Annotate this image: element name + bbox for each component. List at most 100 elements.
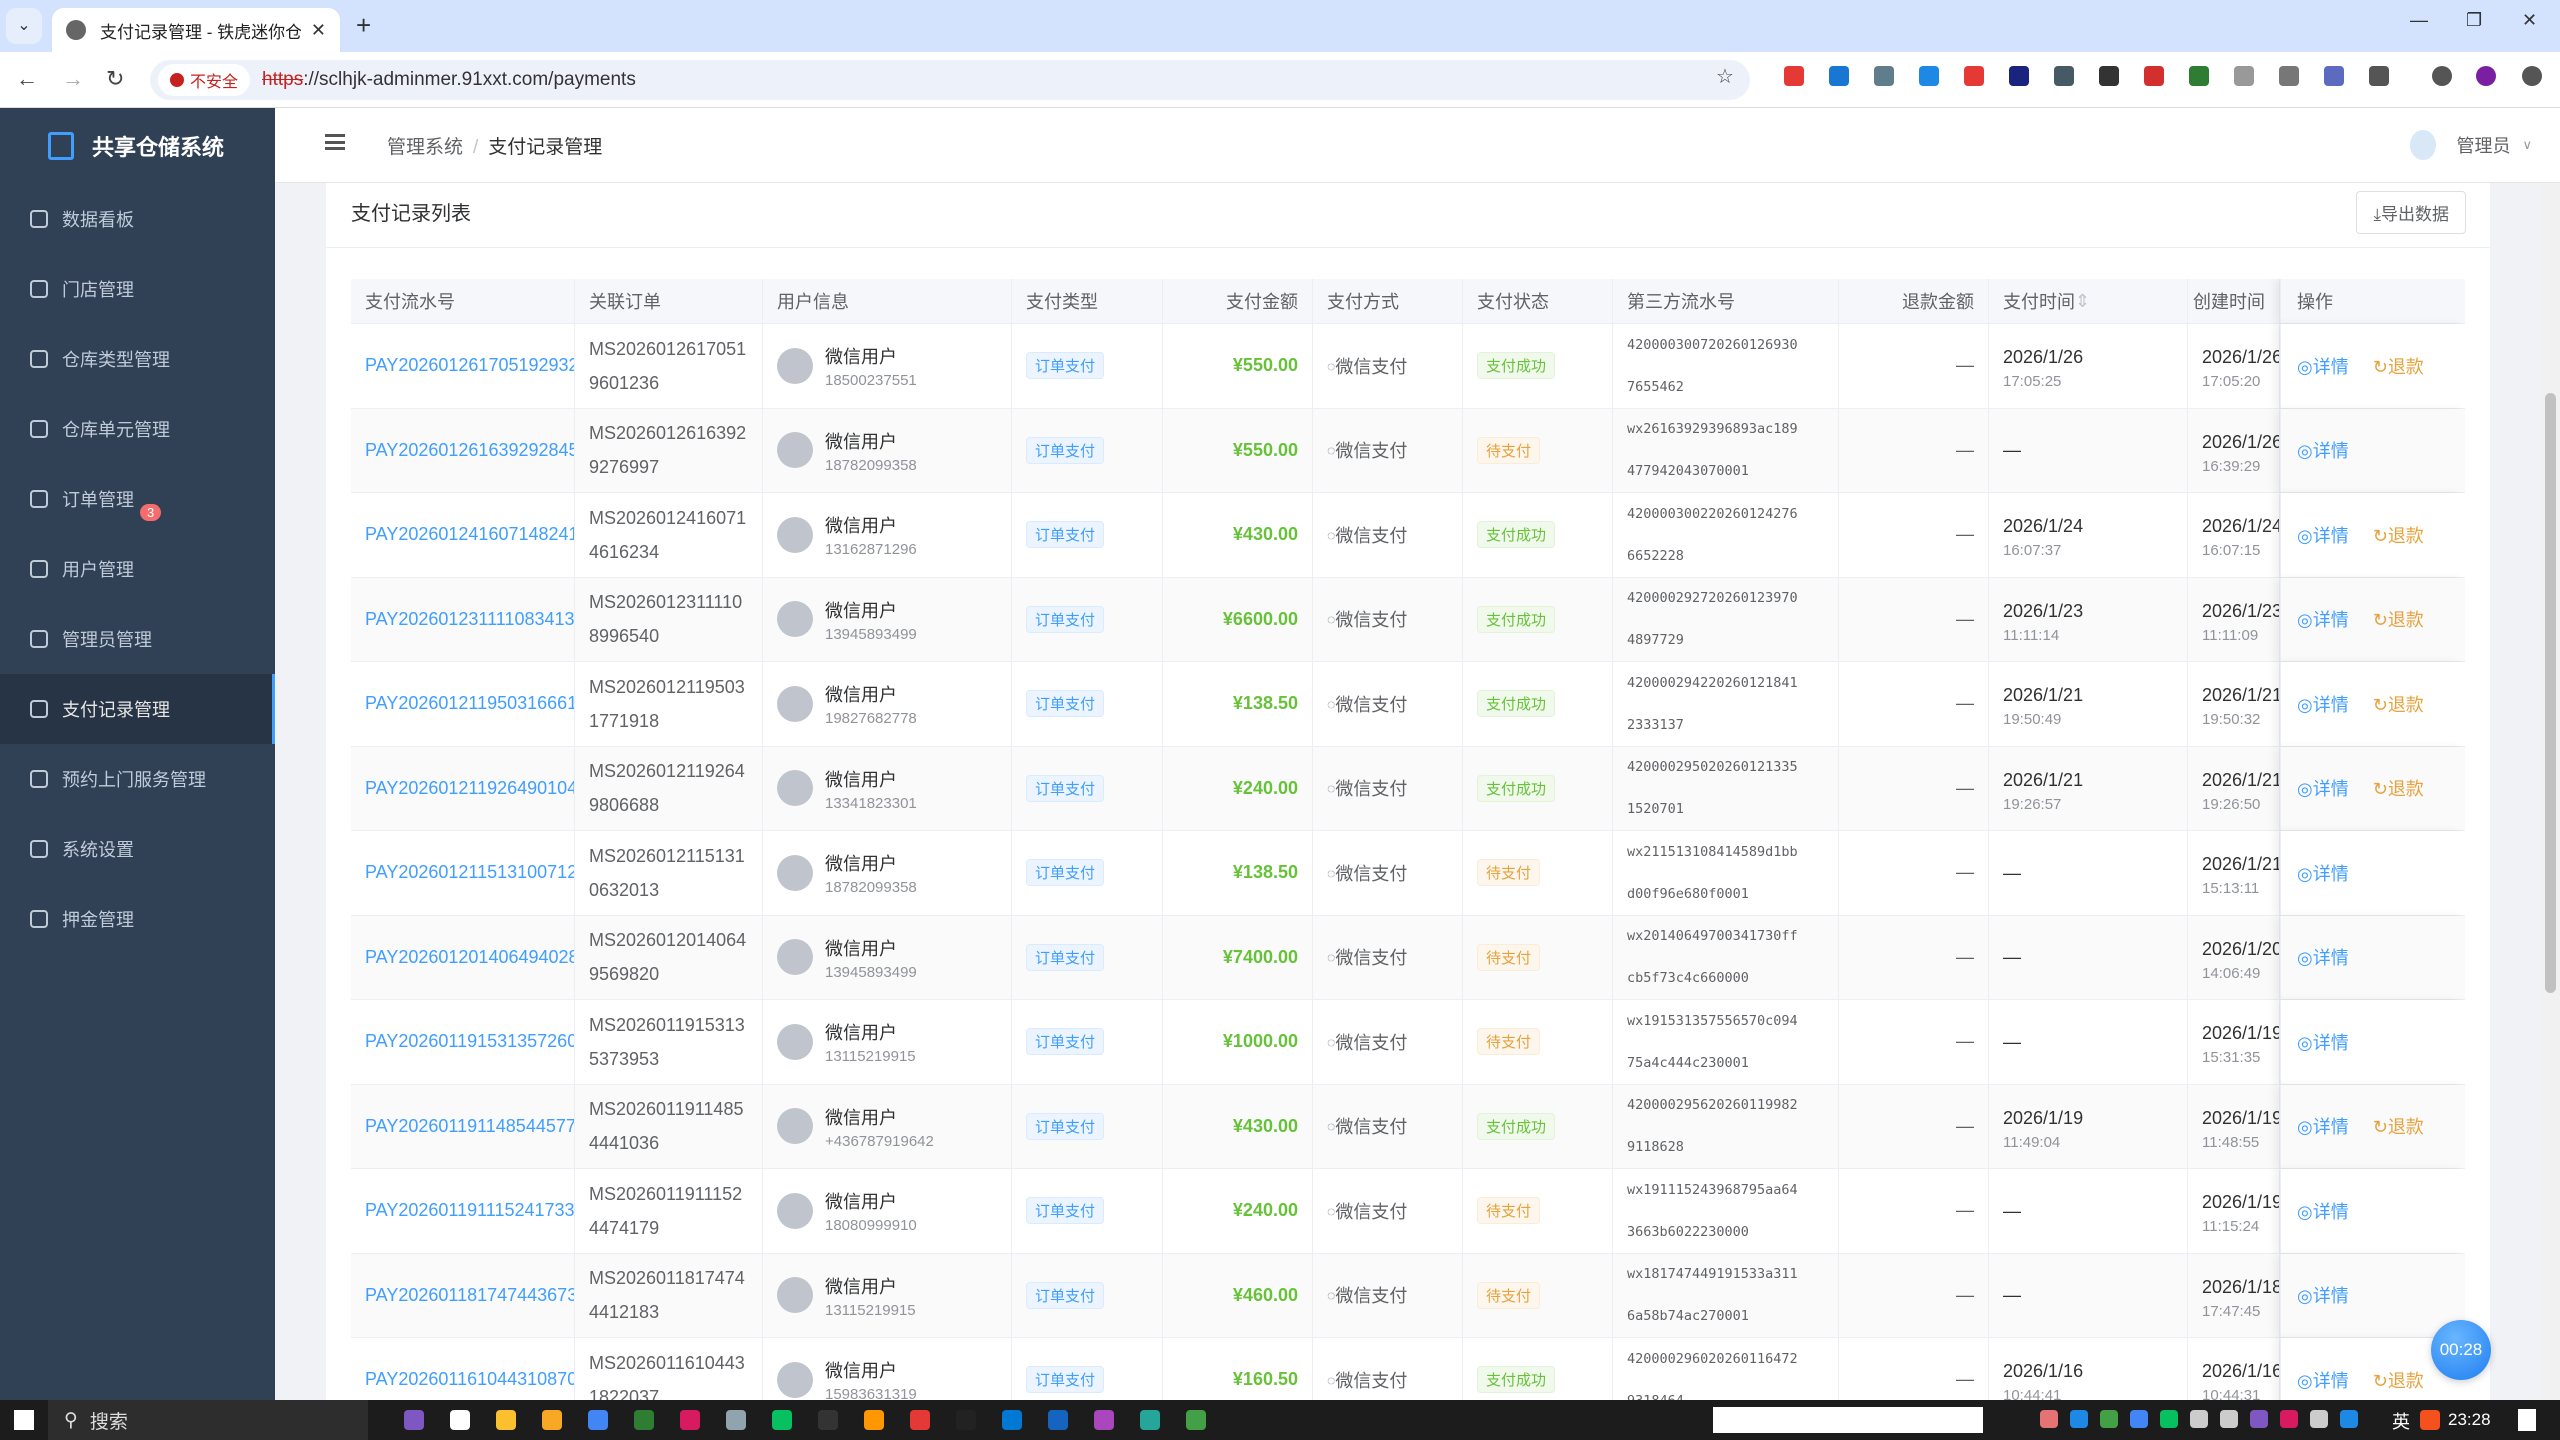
- payment-number-link[interactable]: PAY202601161044310870: [365, 1369, 575, 1390]
- refund-button[interactable]: ↻退款: [2373, 353, 2424, 379]
- taskbar-app-icon[interactable]: [1186, 1410, 1206, 1430]
- url-field[interactable]: 不安全 https://sclhjk-adminmer.91xxt.com/pa…: [150, 60, 1750, 100]
- tray-icon[interactable]: [2310, 1410, 2328, 1428]
- payment-number-link[interactable]: PAY202601211513100712: [365, 862, 575, 883]
- sidebar-item[interactable]: 仓库单元管理: [0, 394, 275, 464]
- taskbar-app-icon[interactable]: [772, 1410, 792, 1430]
- detail-button[interactable]: ◎详情: [2297, 1113, 2349, 1139]
- extension-icon[interactable]: [1784, 66, 1804, 86]
- tray-icon[interactable]: [2160, 1410, 2178, 1428]
- clock[interactable]: 23:28: [2448, 1410, 2491, 1429]
- tray-input[interactable]: [1713, 1407, 1983, 1433]
- extension-icon[interactable]: [2144, 66, 2164, 86]
- tray-icon[interactable]: [2100, 1410, 2118, 1428]
- tray-icon[interactable]: [2220, 1410, 2238, 1428]
- refund-button[interactable]: ↻退款: [2373, 775, 2424, 801]
- detail-button[interactable]: ◎详情: [2297, 437, 2349, 463]
- tray-icon[interactable]: [2250, 1410, 2268, 1428]
- detail-button[interactable]: ◎详情: [2297, 606, 2349, 632]
- tray-icon[interactable]: [2340, 1410, 2358, 1428]
- detail-button[interactable]: ◎详情: [2297, 860, 2349, 886]
- notification-icon[interactable]: [2518, 1409, 2536, 1431]
- detail-button[interactable]: ◎详情: [2297, 522, 2349, 548]
- ime-indicator[interactable]: 英: [2392, 1412, 2410, 1432]
- extension-icon[interactable]: [2009, 66, 2029, 86]
- export-button[interactable]: ⤓导出数据: [2356, 191, 2466, 234]
- sidebar-item[interactable]: 用户管理: [0, 534, 275, 604]
- windows-start-icon[interactable]: [14, 1410, 34, 1430]
- taskbar-app-icon[interactable]: [956, 1410, 976, 1430]
- extension-icon[interactable]: [1874, 66, 1894, 86]
- forward-button[interactable]: →: [62, 66, 84, 91]
- extension-icon[interactable]: [2189, 66, 2209, 86]
- sidebar-item[interactable]: 管理员管理: [0, 604, 275, 674]
- close-window-button[interactable]: ✕: [2522, 10, 2538, 30]
- reload-button[interactable]: ↻: [106, 66, 125, 91]
- profile-avatar[interactable]: [2476, 66, 2496, 86]
- close-tab-icon[interactable]: ✕: [310, 19, 326, 40]
- payment-number-link[interactable]: PAY202601211950316661: [365, 693, 575, 714]
- sidebar-item[interactable]: 数据看板: [0, 184, 275, 254]
- sort-icon[interactable]: ⇕: [2075, 290, 2091, 311]
- tray-icon[interactable]: [2040, 1410, 2058, 1428]
- extension-icon[interactable]: [2279, 66, 2299, 86]
- detail-button[interactable]: ◎详情: [2297, 944, 2349, 970]
- refund-button[interactable]: ↻退款: [2373, 522, 2424, 548]
- download-icon[interactable]: [2432, 66, 2452, 86]
- payment-number-link[interactable]: PAY202601261639292845: [365, 439, 575, 460]
- timer-bubble[interactable]: 00:28: [2431, 1320, 2491, 1380]
- detail-button[interactable]: ◎详情: [2297, 691, 2349, 717]
- minimize-button[interactable]: —: [2410, 10, 2428, 30]
- taskbar-app-icon[interactable]: [864, 1410, 884, 1430]
- sidebar-item[interactable]: 支付记录管理: [0, 674, 275, 744]
- tray-icon[interactable]: [2190, 1410, 2208, 1428]
- payment-number-link[interactable]: PAY202601191531357260: [365, 1031, 575, 1052]
- extension-icon[interactable]: [1829, 66, 1849, 86]
- extension-icon[interactable]: [1964, 66, 1984, 86]
- payment-number-link[interactable]: PAY202601191115241733: [365, 1200, 575, 1221]
- sidebar-item[interactable]: 系统设置: [0, 814, 275, 884]
- taskbar-app-icon[interactable]: [726, 1410, 746, 1430]
- extension-icon[interactable]: [2099, 66, 2119, 86]
- sidebar-item[interactable]: 押金管理: [0, 884, 275, 954]
- extension-icon[interactable]: [2054, 66, 2074, 86]
- scrollbar-thumb[interactable]: [2545, 393, 2556, 993]
- sidebar-item[interactable]: 门店管理: [0, 254, 275, 324]
- refund-button[interactable]: ↻退款: [2373, 1113, 2424, 1139]
- refund-button[interactable]: ↻退款: [2373, 1367, 2424, 1393]
- browser-tab[interactable]: 支付记录管理 - 铁虎迷你仓管理 ✕: [52, 8, 340, 52]
- extension-icon[interactable]: [2369, 66, 2389, 86]
- taskbar-app-icon[interactable]: [680, 1410, 700, 1430]
- extension-icon[interactable]: [2234, 66, 2254, 86]
- insecure-badge[interactable]: 不安全: [158, 64, 251, 96]
- payment-number-link[interactable]: PAY202601181747443673: [365, 1284, 575, 1305]
- payment-number-link[interactable]: PAY202601211926490104: [365, 777, 575, 798]
- sidebar-item[interactable]: 预约上门服务管理: [0, 744, 275, 814]
- sidebar-item[interactable]: 订单管理 3: [0, 464, 275, 534]
- column-header[interactable]: 支付时间 ⇕: [1989, 279, 2188, 323]
- taskbar-app-icon[interactable]: [404, 1410, 424, 1430]
- taskbar-app-icon[interactable]: [1140, 1410, 1160, 1430]
- tray-icon[interactable]: [2280, 1410, 2298, 1428]
- taskbar-app-icon[interactable]: [588, 1410, 608, 1430]
- tab-search-button[interactable]: ⌄: [6, 8, 42, 44]
- more-menu-icon[interactable]: [2522, 66, 2542, 86]
- detail-button[interactable]: ◎详情: [2297, 1367, 2349, 1393]
- restore-button[interactable]: ❐: [2466, 10, 2483, 30]
- back-button[interactable]: ←: [16, 66, 38, 91]
- taskbar-app-icon[interactable]: [1094, 1410, 1114, 1430]
- taskbar-app-icon[interactable]: [634, 1410, 654, 1430]
- sogou-icon[interactable]: [2420, 1410, 2440, 1430]
- tray-icon[interactable]: [2130, 1410, 2148, 1428]
- tray-icon[interactable]: [2070, 1410, 2088, 1428]
- page-scrollbar[interactable]: [2541, 183, 2560, 1400]
- refund-button[interactable]: ↻退款: [2373, 691, 2424, 717]
- taskbar-app-icon[interactable]: [542, 1410, 562, 1430]
- payment-number-link[interactable]: PAY202601191148544577: [365, 1115, 575, 1136]
- detail-button[interactable]: ◎详情: [2297, 1198, 2349, 1224]
- bookmark-star-icon[interactable]: ☆: [1716, 66, 1734, 88]
- payment-number-link[interactable]: PAY202601241607148241: [365, 524, 575, 545]
- payment-number-link[interactable]: PAY202601201406494028: [365, 946, 575, 967]
- taskbar-app-icon[interactable]: [496, 1410, 516, 1430]
- taskbar-app-icon[interactable]: [1002, 1410, 1022, 1430]
